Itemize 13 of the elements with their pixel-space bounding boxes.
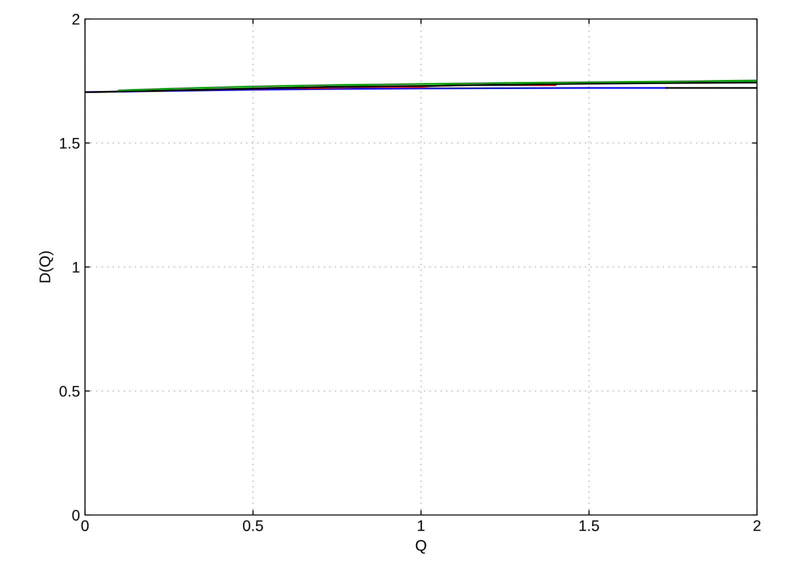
y-tick-label: 0 [72,510,80,521]
x-tick-label: 1.5 [580,520,599,532]
x-tick-label: 0.5 [242,520,263,532]
x-tick-label: 2 [754,520,760,531]
y-tick-label: 2 [72,14,80,25]
y-tick-label: 1 [72,262,80,273]
y-axis-title: D(Q) [39,251,54,282]
line-series [118,80,757,92]
x-tick-label: 1 [418,520,425,531]
y-tick-label: 1.5 [60,138,80,149]
x-tick-label: 0 [81,520,89,532]
x-axis-title: Q [416,540,426,554]
y-tick-label: 0.5 [60,386,80,397]
